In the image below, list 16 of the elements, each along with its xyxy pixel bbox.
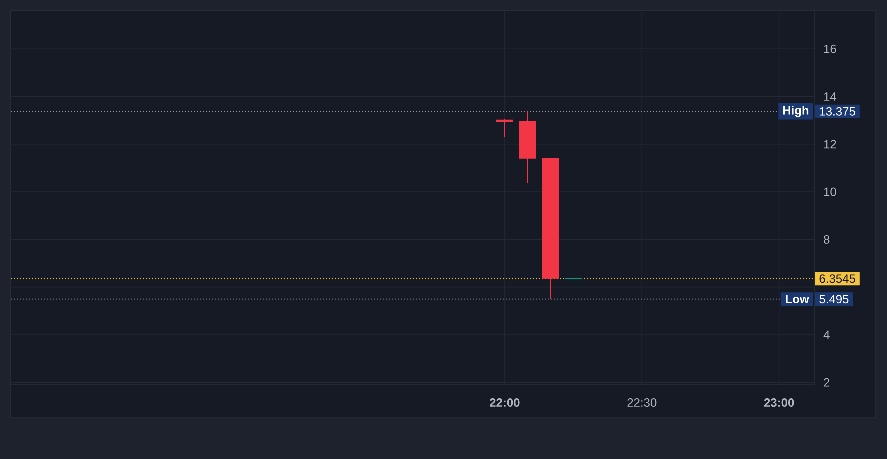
x-tick-label: 22:30 [628,398,657,408]
ref-line-label: Low [786,295,810,304]
ref-line-label: High [783,106,809,118]
y-tick-label: 8 [824,235,830,244]
y-tick-label: 10 [824,188,836,196]
text: 5.495 [820,295,849,304]
y-tick-label: 4 [824,330,830,340]
y-tick-label: 14 [824,92,837,101]
y-tick-label: 16 [824,44,836,54]
y-tick-label: 2 [824,378,830,387]
x-tick-label: 23:00 [764,398,794,408]
text: 6.3545 [820,274,856,284]
y-tick-label: 12 [824,140,836,149]
candlestick [496,118,514,138]
text: 13.375 [820,107,856,116]
x-tick-label: 22:00 [490,398,520,408]
